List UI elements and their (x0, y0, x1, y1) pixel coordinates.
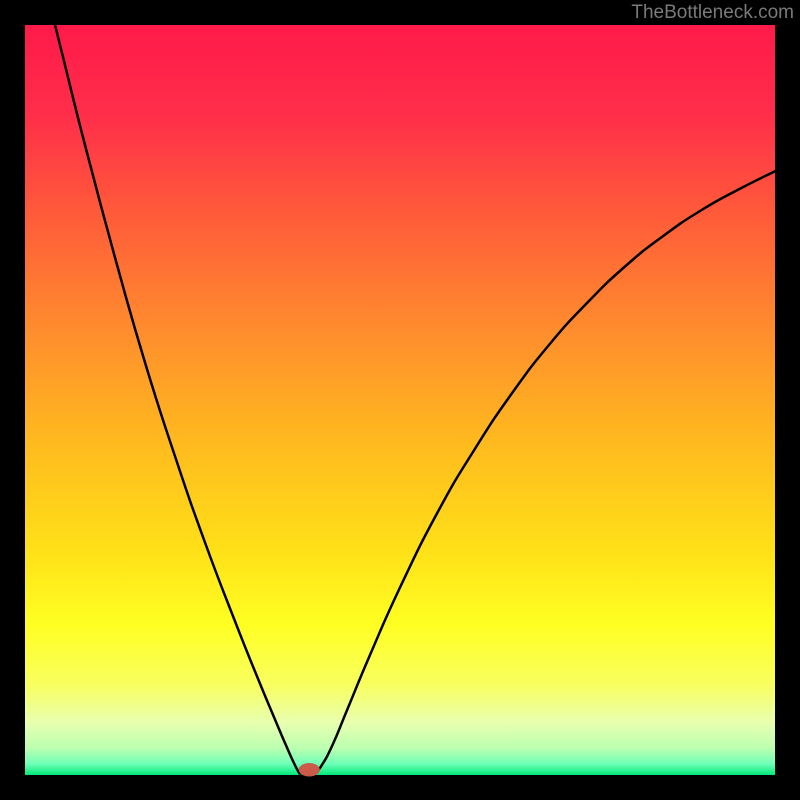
bottleneck-chart (0, 0, 800, 800)
watermark-text: TheBottleneck.com (631, 2, 794, 24)
bottleneck-marker (299, 763, 320, 777)
chart-svg (0, 0, 800, 800)
